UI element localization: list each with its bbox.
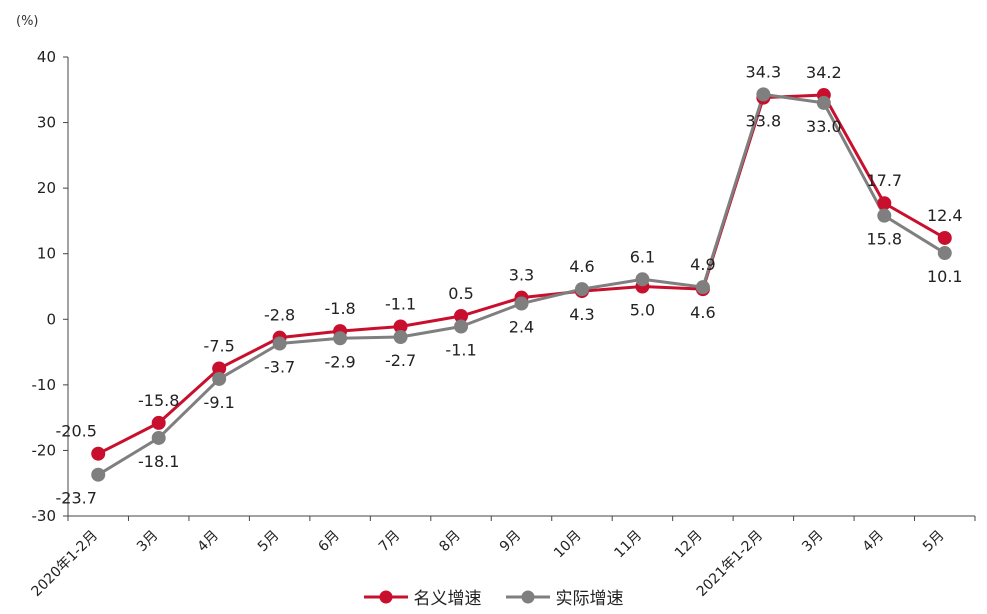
data-point-nominal (454, 309, 469, 324)
chart-legend: 名义增速 实际增速 (0, 584, 987, 609)
data-point-real (695, 280, 710, 295)
data-point-nominal (151, 415, 166, 430)
data-point-real (937, 246, 952, 261)
y-tick-label: -20 (32, 441, 57, 459)
data-label-real: 6.1 (630, 247, 655, 266)
x-tick-label: 3月 (134, 528, 162, 556)
y-axis-unit-label: (%) (16, 14, 39, 29)
data-label-nominal: 34.2 (806, 63, 842, 82)
x-tick-label: 6月 (315, 528, 343, 556)
data-label-nominal: 0.5 (448, 284, 473, 303)
data-point-real (574, 282, 589, 297)
data-label-nominal: 33.8 (746, 112, 782, 131)
y-tick-label: 20 (37, 179, 56, 197)
data-point-nominal (393, 319, 408, 334)
y-tick-label: 10 (37, 245, 56, 263)
data-label-real: 34.3 (746, 62, 782, 81)
data-label-real: -2.9 (324, 352, 355, 371)
data-label-nominal: 4.6 (690, 303, 715, 322)
y-tick-label: 40 (37, 48, 56, 66)
x-tick-label: 12月 (672, 528, 706, 562)
y-tick-label: 30 (37, 114, 56, 132)
data-label-real: -9.1 (204, 393, 235, 412)
legend-label-nominal: 名义增速 (413, 589, 482, 609)
data-label-real: -3.7 (264, 358, 295, 377)
legend-item-real: 实际增速 (505, 584, 624, 609)
x-tick-label: 4月 (194, 528, 222, 556)
data-label-real: 4.9 (690, 255, 715, 274)
data-point-real (333, 331, 348, 346)
data-label-real: 15.8 (866, 230, 902, 249)
data-label-nominal: -7.5 (204, 336, 235, 355)
x-tick-label: 4月 (860, 528, 888, 556)
data-label-nominal: -15.8 (138, 391, 179, 410)
data-label-real: -1.1 (445, 340, 476, 359)
data-label-nominal: 17.7 (866, 171, 902, 190)
x-tick-label: 5月 (920, 528, 948, 556)
data-point-real (272, 336, 287, 351)
data-label-real: 4.6 (569, 257, 594, 276)
data-label-real: 33.0 (806, 117, 842, 136)
data-label-nominal: 12.4 (927, 206, 963, 225)
data-point-real (454, 319, 469, 334)
data-point-real (393, 329, 408, 344)
data-point-real (514, 296, 529, 311)
data-point-nominal (91, 446, 106, 461)
legend-label-real: 实际增速 (555, 589, 624, 609)
data-label-real: -18.1 (138, 452, 179, 471)
data-point-real (151, 430, 166, 445)
legend-item-nominal: 名义增速 (363, 584, 482, 609)
y-tick-label: -30 (32, 507, 57, 525)
data-label-nominal: 5.0 (630, 301, 655, 320)
x-tick-label: 11月 (611, 528, 645, 562)
data-point-real (756, 87, 771, 102)
data-label-real: -23.7 (56, 489, 97, 508)
data-label-real: 10.1 (927, 267, 963, 286)
data-point-nominal (877, 196, 892, 211)
data-label-real: 2.4 (509, 318, 534, 337)
data-point-real (212, 371, 227, 386)
data-label-nominal: 3.3 (509, 266, 534, 285)
x-tick-label: 10月 (551, 528, 585, 562)
data-point-real (91, 467, 106, 482)
x-tick-label: 7月 (376, 528, 404, 556)
data-label-nominal: -1.8 (324, 299, 355, 318)
legend-swatch-nominal (363, 590, 408, 603)
data-point-real (877, 208, 892, 223)
y-tick-label: -10 (32, 376, 57, 394)
data-label-nominal: 4.3 (569, 305, 594, 324)
data-label-nominal: -2.8 (264, 306, 295, 325)
data-point-real (635, 272, 650, 287)
data-label-nominal: -1.1 (385, 294, 416, 313)
x-tick-label: 9月 (497, 528, 525, 556)
x-tick-label: 8月 (436, 528, 464, 556)
x-tick-label: 5月 (255, 528, 283, 556)
data-label-nominal: -20.5 (56, 422, 97, 441)
y-tick-label: 0 (46, 310, 56, 328)
x-tick-label: 3月 (799, 528, 827, 556)
data-point-real (816, 95, 831, 110)
data-point-nominal (937, 230, 952, 245)
legend-swatch-real (505, 590, 550, 603)
data-label-real: -2.7 (385, 351, 416, 370)
data-point-nominal (212, 361, 227, 376)
